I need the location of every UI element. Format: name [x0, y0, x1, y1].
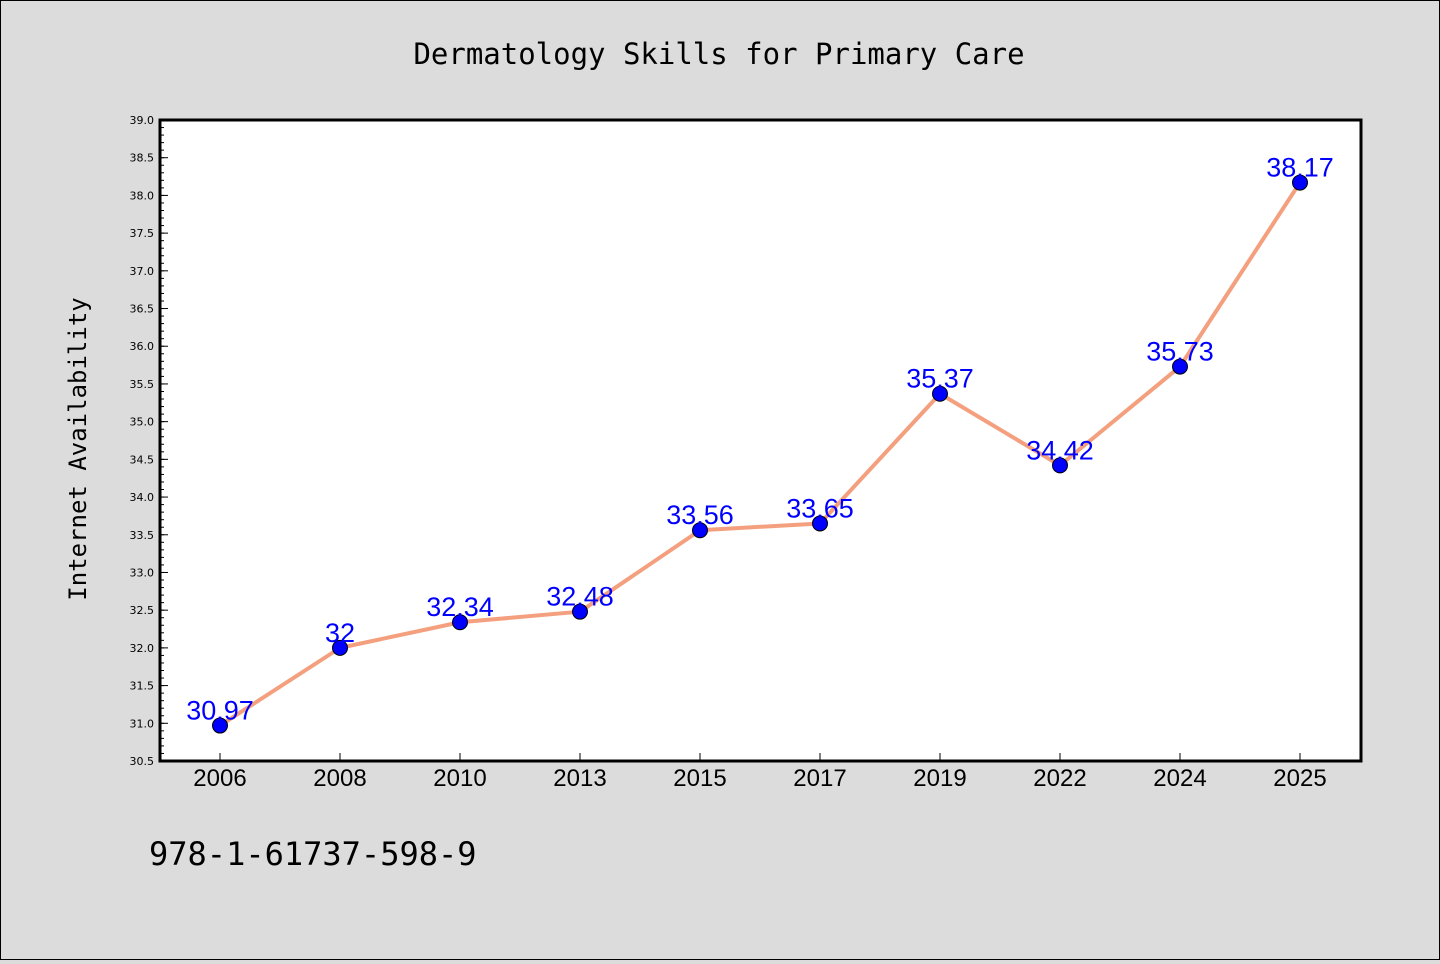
x-tick-label: 2010: [433, 765, 486, 792]
y-tick-label: 37.5: [130, 227, 155, 240]
y-tick-label: 32.5: [130, 604, 155, 617]
chart-title: Dermatology Skills for Primary Care: [413, 37, 1024, 71]
y-tick-label: 34.0: [130, 491, 155, 504]
x-tick-label: 2017: [793, 765, 846, 792]
plot-area: [158, 118, 1363, 763]
data-point: [332, 639, 348, 656]
data-label: 32.34: [426, 592, 494, 622]
series: [212, 174, 1308, 734]
y-tick-label: 38.5: [130, 152, 155, 165]
y-tick-label: 32.0: [130, 642, 155, 655]
data-label: 35.73: [1146, 337, 1214, 367]
y-tick-label: 38.0: [130, 189, 155, 202]
y-tick-label: 35.5: [130, 378, 155, 391]
y-tick-label: 31.0: [130, 717, 155, 730]
x-tick-label: 2024: [1153, 765, 1206, 792]
data-point: [212, 717, 228, 734]
data-point: [1172, 358, 1188, 375]
y-tick-label: 37.0: [130, 265, 155, 278]
x-tick-label: 2013: [553, 765, 606, 792]
y-axis-label: Internet Availability: [64, 297, 92, 600]
y-tick-label: 36.5: [130, 303, 155, 316]
data-label: 30.97: [186, 696, 254, 726]
y-tick-label: 35.0: [130, 416, 155, 429]
data-labels: 30.97 32 32.34 32.48 33.56 33.65 35.37 34.42 35.…: [186, 153, 1334, 726]
y-tick-label: 39.0: [130, 114, 155, 127]
data-label: 35.37: [906, 364, 974, 394]
y-tick-label: 30.5: [130, 755, 155, 768]
x-tick-label: 2022: [1033, 765, 1086, 792]
data-point: [572, 603, 588, 620]
y-tick-label: 31.5: [130, 680, 155, 693]
x-axis: 2006 2008 2010 2013 2015 2017 2019 2022 2024 2025: [193, 753, 1327, 792]
y-axis: 30.5 31.0 31.5 32.0 32.5 33.0 33.5 34.0 34.5 35.0…: [130, 114, 168, 768]
data-point: [1052, 457, 1068, 474]
y-tick-label: 36.0: [130, 340, 155, 353]
y-tick-label: 33.0: [130, 566, 155, 579]
data-point: [1292, 174, 1308, 191]
data-label: 33.65: [786, 493, 854, 523]
data-point: [692, 522, 708, 539]
y-tick-label: 34.5: [130, 453, 155, 466]
x-tick-label: 2006: [193, 765, 246, 792]
data-label: 33.56: [666, 500, 734, 530]
data-point: [452, 614, 468, 631]
x-tick-label: 2019: [913, 765, 966, 792]
isbn-text: 978-1-61737-598-9: [149, 835, 477, 873]
data-point: [812, 515, 828, 532]
y-tick-label: 33.5: [130, 529, 155, 542]
data-label: 32: [325, 618, 355, 648]
data-label: 34.42: [1026, 435, 1094, 465]
x-tick-label: 2025: [1273, 765, 1326, 792]
data-label: 32.48: [546, 582, 614, 612]
data-label: 38.17: [1266, 153, 1334, 183]
x-tick-label: 2015: [673, 765, 726, 792]
data-point: [932, 385, 948, 402]
x-tick-label: 2008: [313, 765, 366, 792]
series-line: [218, 180, 1302, 728]
